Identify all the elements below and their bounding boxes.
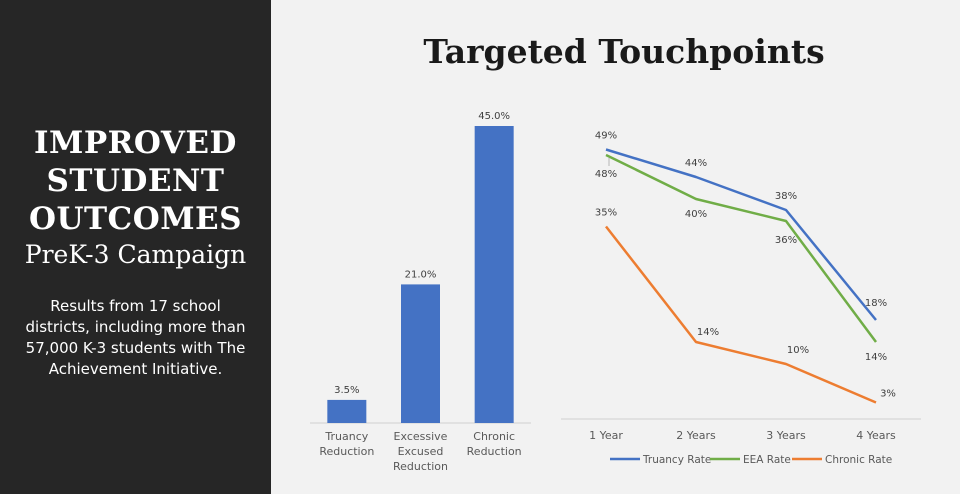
chronic-data-label-1: 14% <box>697 327 719 338</box>
legend-label-truancy: Truancy Rate <box>642 454 711 466</box>
bar-category-label-1-2: Reduction <box>393 460 448 473</box>
page-title: Targeted Touchpoints <box>423 32 825 71</box>
bar-category-label-0-1: Reduction <box>319 445 374 458</box>
bar-2 <box>474 126 514 423</box>
truancy-data-label-2: 38% <box>775 191 797 202</box>
bar-category-label-2-0: Chronic <box>473 430 515 443</box>
bar-1 <box>401 284 440 423</box>
sidebar-panel: IMPROVED STUDENT OUTCOMES PreK-3 Campaig… <box>0 0 271 494</box>
chronic-data-label-0: 35% <box>595 208 617 219</box>
line-category-label-3: 4 Years <box>856 429 896 442</box>
bar-chart: 3.5% Truancy Reduction 21.0% Excessive Excuse… <box>310 111 531 473</box>
sidebar-blurb: Results from 17 school districts, includ… <box>25 297 246 378</box>
series-line-eea <box>605 153 878 343</box>
bar-category-label-1-0: Excessive <box>394 430 448 443</box>
series-line-chronic <box>605 225 877 404</box>
sidebar-subhead: PreK-3 Campaign <box>24 240 247 269</box>
legend-label-eea: EEA Rate <box>743 454 791 466</box>
line-chart: 1 Year 2 Years 3 Years 4 Years 49% 44% 38% 18% 4… <box>561 131 921 466</box>
eea-data-label-1: 40% <box>685 209 707 220</box>
series-line-truancy <box>605 148 877 321</box>
chronic-data-label-2: 10% <box>787 345 809 356</box>
bar-category-label-0-0: Truancy <box>324 430 368 443</box>
headline-line-3: OUTCOMES <box>28 201 243 237</box>
line-category-label-0: 1 Year <box>589 429 623 442</box>
bar-data-label-2: 45.0% <box>478 111 510 122</box>
truancy-data-label-0: 49% <box>595 131 617 142</box>
chronic-data-label-3: 3% <box>880 389 896 400</box>
bar-category-label-2-1: Reduction <box>467 445 522 458</box>
truancy-data-label-1: 44% <box>685 158 707 169</box>
eea-data-label-2: 36% <box>775 235 797 246</box>
bar-0 <box>327 399 367 423</box>
bar-category-label-1-1: Excused <box>398 445 444 458</box>
headline-line-1: IMPROVED <box>34 125 237 161</box>
eea-data-label-3: 14% <box>865 352 887 363</box>
line-category-label-2: 3 Years <box>766 429 806 442</box>
headline-line-2: STUDENT <box>46 163 225 199</box>
sidebar-headline: IMPROVED STUDENT OUTCOMES <box>0 124 271 238</box>
line-category-label-1: 2 Years <box>676 429 716 442</box>
bar-data-label-1: 21.0% <box>405 269 437 280</box>
legend-label-chronic: Chronic Rate <box>825 454 892 466</box>
eea-data-label-0: 48% <box>595 169 617 180</box>
bar-data-label-0: 3.5% <box>334 385 359 396</box>
truancy-data-label-3: 18% <box>865 298 887 309</box>
